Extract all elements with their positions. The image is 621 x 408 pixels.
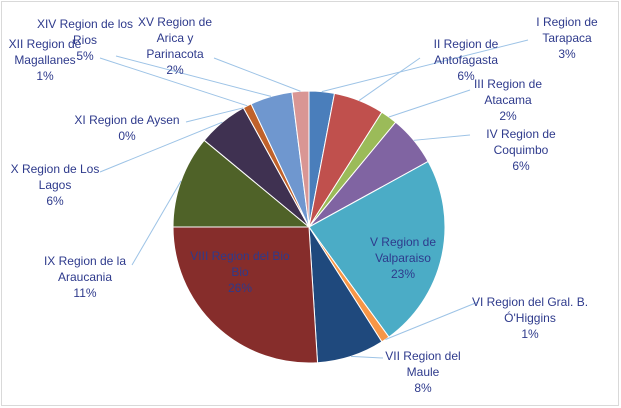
leader-line	[351, 355, 384, 359]
data-label: V Region de Valparaiso 23%	[348, 234, 458, 282]
category-name: XI Region de Aysen	[74, 113, 180, 127]
category-name: IX Region de la Araucania	[43, 254, 127, 284]
data-label: X Region de Los Lagos 6%	[5, 161, 105, 209]
category-name: VII Region del Maule	[385, 349, 461, 379]
data-label: VII Region del Maule 8%	[373, 348, 473, 396]
category-name: IV Region de Coquimbo	[486, 127, 556, 157]
category-name: XIV Region de los Rios	[36, 17, 134, 47]
pie-slice	[308, 160, 446, 338]
leader-line	[99, 121, 223, 173]
value-label: 1%	[521, 327, 539, 341]
data-label: XIV Region de los Rios 5%	[30, 16, 140, 64]
value-label: 3%	[558, 47, 576, 61]
pie-slice	[291, 90, 310, 228]
category-name: III Region de Atacama	[473, 77, 543, 107]
data-label: VIII Region del Bio Bio 26%	[180, 248, 300, 296]
leader-line	[99, 57, 248, 107]
category-name: XII Region de Magallanes	[8, 37, 82, 67]
leader-line	[358, 57, 421, 101]
data-label: II Region de Antofagasta 6%	[411, 36, 521, 84]
leader-line	[388, 89, 471, 118]
data-label: IX Region de la Araucania 11%	[25, 253, 145, 301]
leader-line	[413, 134, 471, 141]
value-label: 8%	[414, 381, 432, 395]
value-label: 23%	[390, 267, 416, 281]
leader-line	[321, 39, 529, 93]
category-name: X Region de Los Lagos	[10, 162, 100, 192]
value-label: 26%	[227, 281, 253, 295]
value-label: 6%	[46, 194, 64, 208]
category-name: V Region de Valparaiso	[369, 235, 437, 265]
data-label: VI Region del Gral. B. Ó'Higgins 1%	[465, 294, 595, 342]
category-name: VI Region del Gral. B. Ó'Higgins	[471, 295, 589, 325]
category-name: II Region de Antofagasta	[433, 37, 499, 67]
data-label: XI Region de Aysen 0%	[72, 112, 182, 144]
leader-line	[213, 57, 301, 92]
leader-line	[185, 107, 244, 123]
value-label: 6%	[512, 159, 530, 173]
data-label: I Region de Tarapaca 3%	[520, 14, 615, 62]
category-name: VIII Region del Bio Bio	[190, 249, 290, 279]
data-label: XII Region de Magallanes 1%	[5, 36, 85, 84]
value-label: 11%	[73, 286, 97, 300]
value-label: 0%	[118, 129, 136, 143]
value-label: 6%	[457, 69, 475, 83]
category-name: I Region de Tarapaca	[536, 15, 598, 45]
pie-slice	[172, 139, 311, 228]
pie-slice	[172, 226, 319, 364]
leader-line	[385, 301, 479, 340]
value-label: 5%	[76, 49, 94, 63]
value-label: 1%	[36, 69, 54, 83]
category-name: XV Region de Arica y Parinacota	[137, 15, 213, 61]
data-label: XV Region de Arica y Parinacota 2%	[135, 14, 215, 78]
data-label: III Region de Atacama 2%	[458, 76, 558, 124]
value-label: 2%	[499, 109, 517, 123]
leader-line	[115, 55, 272, 97]
leader-line	[131, 180, 182, 266]
data-label: IV Region de Coquimbo 6%	[466, 126, 576, 174]
value-label: 2%	[166, 63, 184, 77]
